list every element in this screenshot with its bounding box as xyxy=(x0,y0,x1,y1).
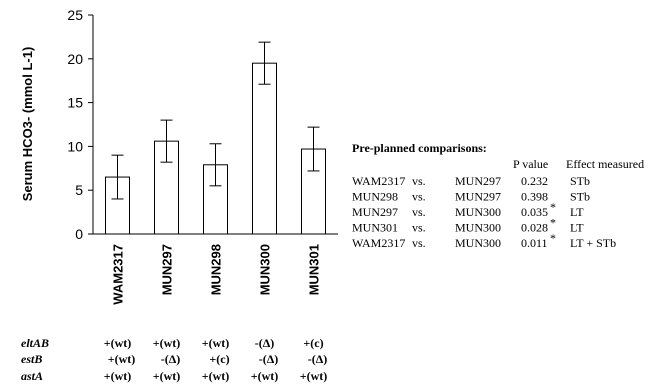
comparison-pvalue: 0.011 xyxy=(521,236,548,250)
x-tick-label: MUN298 xyxy=(209,244,224,295)
comparison-strain-a: WAM2317 xyxy=(352,174,405,188)
comparisons-title: Pre-planned comparisons: xyxy=(352,141,487,155)
effect-header: Effect measured xyxy=(566,157,644,171)
genotype-value: +(c) xyxy=(209,352,229,366)
genotype-value: +(wt) xyxy=(104,369,132,383)
bar xyxy=(203,164,228,235)
comparison-effect: LT xyxy=(570,205,584,219)
x-tick-label: MUN300 xyxy=(258,244,273,295)
genotype-value: +(wt) xyxy=(251,369,279,383)
comparison-pvalue: 0.398 xyxy=(521,190,548,204)
bar xyxy=(252,62,277,235)
comparison-effect: STb xyxy=(570,174,590,188)
y-tick-label: 15 xyxy=(67,95,83,111)
significance-marker: * xyxy=(550,231,556,245)
y-tick-label: 5 xyxy=(75,182,83,198)
genotype-value: +(wt) xyxy=(202,336,230,350)
y-tick-label: 25 xyxy=(67,7,83,23)
x-tick-label: MUN297 xyxy=(160,244,175,295)
genotype-value: -(Δ) xyxy=(308,352,328,366)
genotype-value: -(Δ) xyxy=(161,352,181,366)
genotype-value: +(wt) xyxy=(202,369,230,383)
genotype-value: -(Δ) xyxy=(259,352,279,366)
comparison-strain-b: MUN300 xyxy=(455,221,501,235)
comparison-strain-b: MUN300 xyxy=(455,205,501,219)
genotype-table: eltAB +(wt) +(wt) +(wt) -(Δ) +(c) estB +(wt) -(Δ… xyxy=(21,336,327,383)
genotype-value: +(wt) xyxy=(153,336,181,350)
x-tick-label: WAM2317 xyxy=(111,244,126,305)
pvalue-header: P value xyxy=(513,157,548,171)
y-tick-label: 0 xyxy=(75,226,83,242)
comparison-vs: vs. xyxy=(412,174,426,188)
comparison-strain-b: MUN297 xyxy=(455,174,501,188)
genotype-gene-label: astA xyxy=(21,369,43,383)
comparisons-table: Pre-planned comparisons: P value Effect me… xyxy=(352,141,644,250)
genotype-value: +(c) xyxy=(303,336,323,350)
genotype-gene-label: eltAB xyxy=(21,336,49,350)
y-axis: Serum HCO3- (mmol L-1) 0 5 10 15 20 25 xyxy=(20,7,93,242)
comparison-effect: LT xyxy=(570,221,584,235)
genotype-value: -(Δ) xyxy=(255,336,275,350)
bar xyxy=(301,148,326,235)
genotype-value: +(wt) xyxy=(108,352,136,366)
genotype-value: +(wt) xyxy=(300,369,328,383)
comparison-pvalue: 0.232 xyxy=(521,174,548,188)
comparison-strain-b: MUN297 xyxy=(455,190,501,204)
comparison-effect: LT + STb xyxy=(570,236,616,250)
y-axis-label: Serum HCO3- (mmol L-1) xyxy=(20,47,35,202)
y-tick-label: 20 xyxy=(67,51,83,67)
comparison-vs: vs. xyxy=(412,205,426,219)
comparison-vs: vs. xyxy=(412,221,426,235)
genotype-value: +(wt) xyxy=(104,336,132,350)
bars xyxy=(105,41,326,235)
genotype-gene-label: estB xyxy=(21,352,42,366)
comparison-effect: STb xyxy=(570,190,590,204)
comparison-vs: vs. xyxy=(412,190,426,204)
comparison-strain-a: MUN298 xyxy=(352,190,398,204)
comparison-pvalue: 0.035 xyxy=(521,205,548,219)
significance-marker: * xyxy=(550,200,556,214)
category-labels: WAM2317 MUN297 MUN298 MUN300 MUN301 xyxy=(111,244,322,305)
comparison-strain-a: WAM2317 xyxy=(352,236,405,250)
comparison-vs: vs. xyxy=(412,236,426,250)
comparison-strain-a: MUN297 xyxy=(352,205,398,219)
y-tick-label: 10 xyxy=(67,138,83,154)
comparison-strain-b: MUN300 xyxy=(455,236,501,250)
comparison-strain-a: MUN301 xyxy=(352,221,398,235)
significance-marker: * xyxy=(550,216,556,230)
genotype-value: +(wt) xyxy=(153,369,181,383)
comparison-pvalue: 0.028 xyxy=(521,221,548,235)
x-tick-label: MUN301 xyxy=(307,244,322,295)
